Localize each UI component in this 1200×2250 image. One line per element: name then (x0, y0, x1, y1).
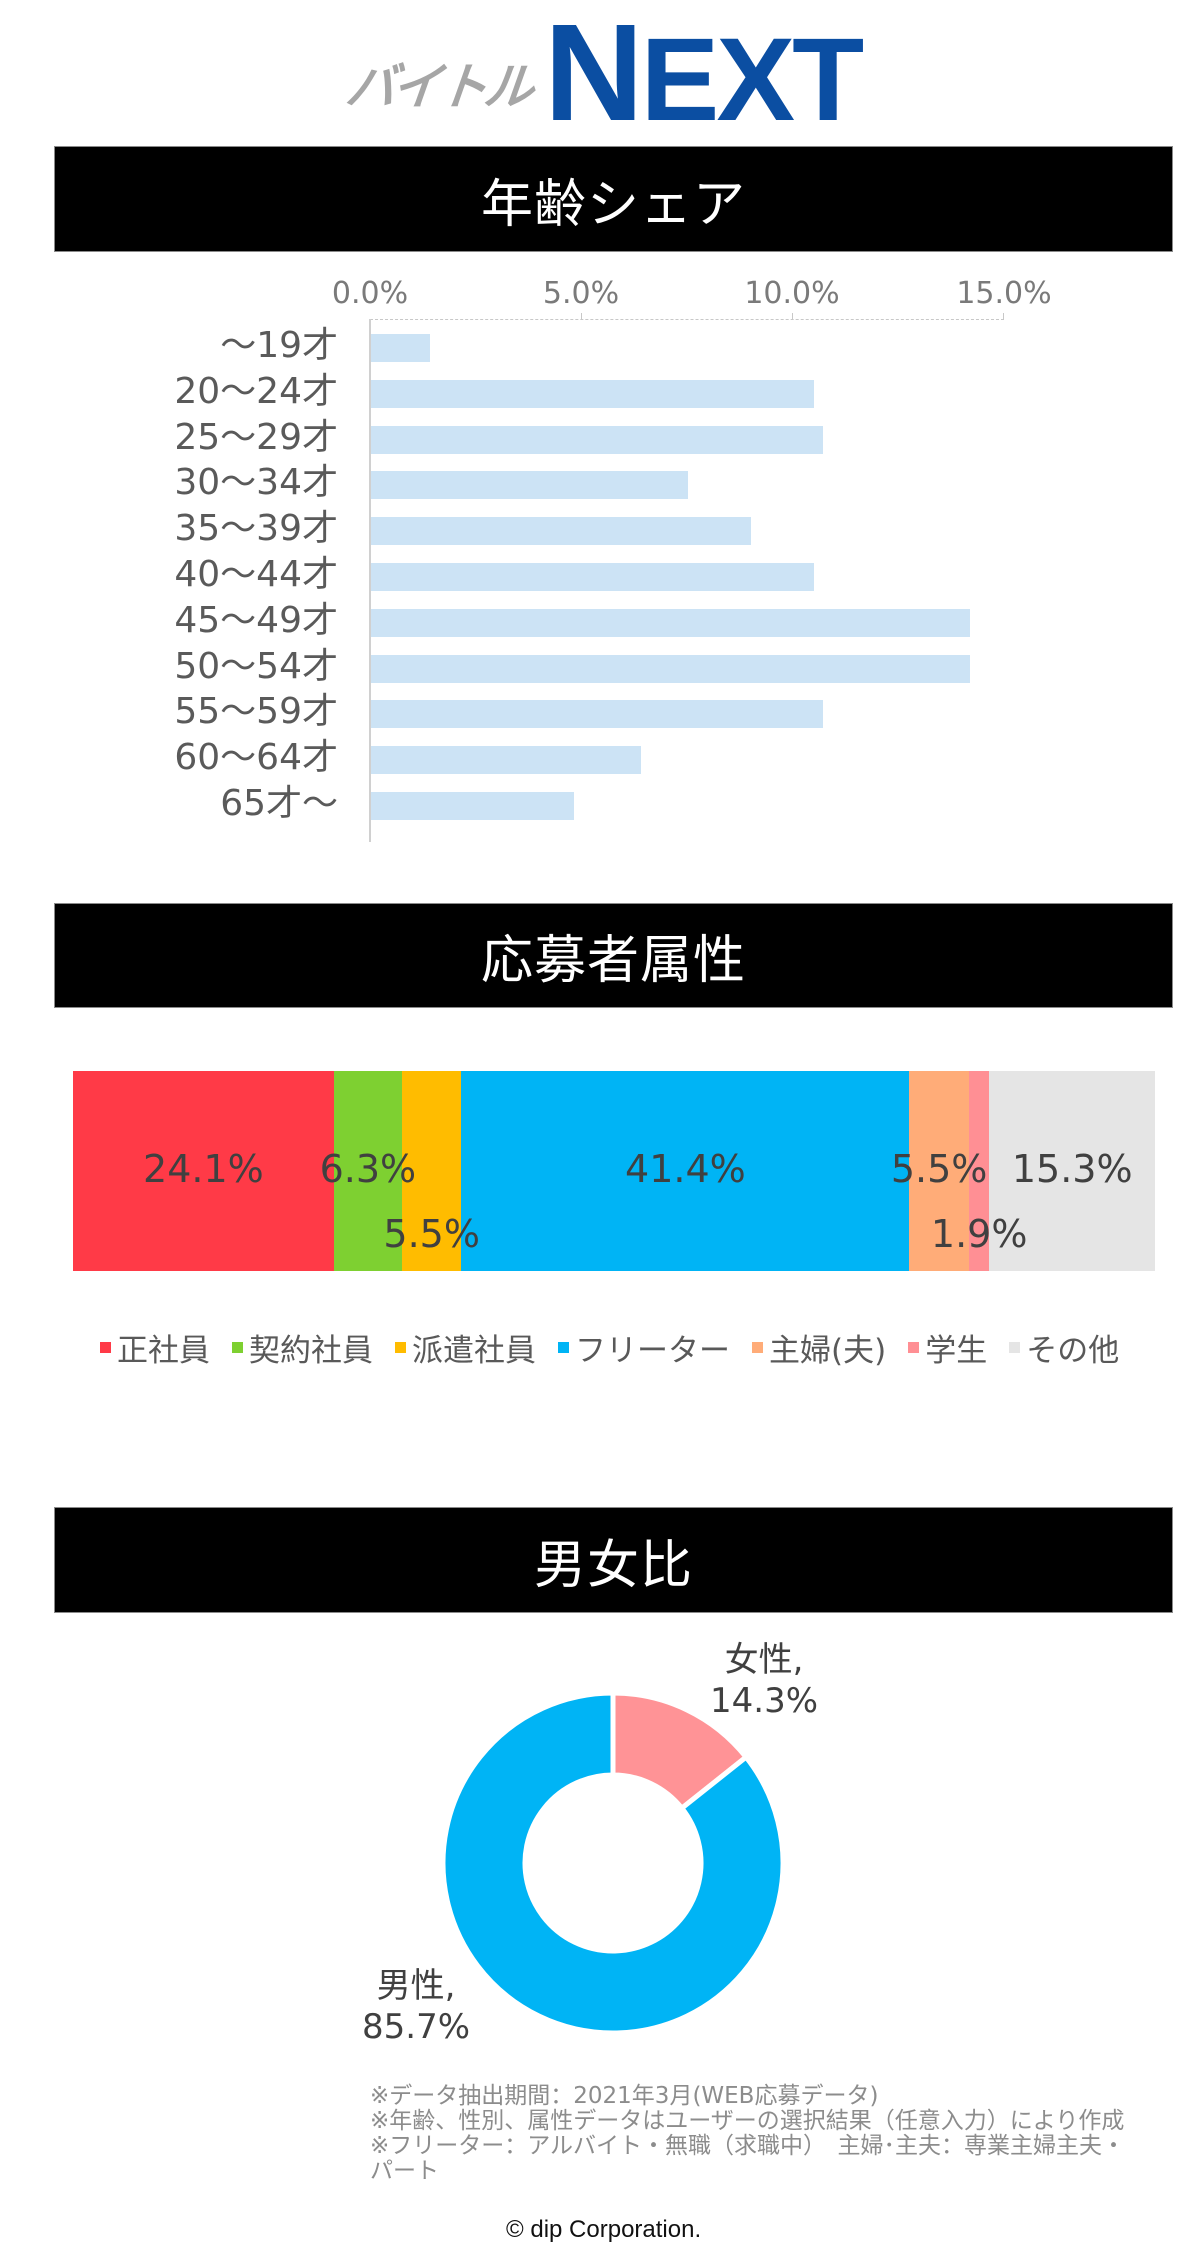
logo-brand-n: N (544, 0, 644, 150)
legend-swatch-icon (100, 1342, 111, 1353)
legend-label: 契約社員 (249, 1333, 373, 1369)
male-name: 男性, (376, 1966, 456, 2006)
legend-item: 契約社員 (232, 1325, 373, 1370)
stacked-bar (73, 1071, 1155, 1271)
segment-value-label: 5.5% (383, 1212, 480, 1256)
category-label: 30～34才 (174, 462, 338, 503)
legend-label: 正社員 (117, 1333, 210, 1369)
legend-item: 正社員 (100, 1325, 210, 1370)
legend-item: 派遣社員 (395, 1325, 536, 1370)
age-bar (371, 471, 688, 499)
section-title-age: 年齢シェア (480, 174, 746, 235)
axis-tick (1003, 313, 1004, 319)
segment-value-label: 15.3% (1011, 1147, 1133, 1191)
axis-tick-label: 10.0% (744, 276, 840, 311)
axis-tick (792, 313, 793, 319)
legend-label: 学生 (925, 1333, 988, 1369)
donut-label-female: 女性, 14.3% (710, 1640, 818, 1722)
footnote: ※フリーター：アルバイト・無職（求職中） 主婦･主夫：専業主婦主夫・パート (370, 2133, 1126, 2184)
segment-value-label: 1.9% (930, 1212, 1028, 1256)
section-banner-age: 年齢シェア (54, 146, 1173, 252)
age-bar (371, 426, 823, 454)
category-label: ～19才 (220, 325, 338, 366)
footnote: ※データ抽出期間：2021年3月(WEB応募データ) (370, 2083, 879, 2109)
category-label: 20～24才 (174, 371, 338, 412)
male-pct: 85.7% (362, 2006, 471, 2047)
section-title-gender: 男女比 (533, 1535, 693, 1596)
age-bar (371, 334, 430, 362)
female-pct: 14.3% (710, 1680, 819, 1721)
stacked-segment (968, 1071, 990, 1271)
stacked-segment (461, 1071, 910, 1271)
category-label: 60～64才 (174, 737, 338, 778)
category-label: 65才～ (220, 783, 338, 824)
axis-tick (581, 313, 582, 319)
legend-item: 主婦(夫) (752, 1325, 886, 1370)
stacked-segment (333, 1071, 402, 1271)
logo-prefix: バイトル (342, 58, 534, 116)
stacked-segment (401, 1071, 462, 1271)
legend-label: その他 (1026, 1333, 1120, 1369)
legend-swatch-icon (752, 1342, 763, 1353)
footnote: ※年齢、性別、属性データはユーザーの選択結果（任意入力）により作成 (370, 2108, 1125, 2134)
section-title-attributes: 応募者属性 (480, 931, 746, 991)
y-axis-line (369, 319, 371, 842)
stacked-segment (989, 1071, 1155, 1271)
legend-swatch-icon (232, 1342, 243, 1353)
female-name: 女性, (724, 1640, 804, 1680)
age-bar (371, 563, 814, 591)
category-label: 50～54才 (174, 646, 338, 687)
category-label: 35～39才 (174, 508, 338, 549)
legend-item: 学生 (908, 1325, 987, 1370)
age-bar (371, 746, 641, 774)
age-bar (371, 792, 574, 820)
stacked-segment (909, 1071, 969, 1271)
legend: 正社員 契約社員 派遣社員 フリーター 主婦(夫) 学生 その他 (100, 1325, 1141, 1370)
legend-swatch-icon (558, 1342, 569, 1353)
segment-value-label: 6.3% (319, 1147, 417, 1191)
age-bar (371, 609, 970, 637)
gender-donut-chart (440, 1690, 786, 2036)
legend-label: フリーター (575, 1333, 730, 1369)
category-label: 45～49才 (174, 600, 338, 641)
donut-slice (440, 1690, 786, 2036)
category-label: 25～29才 (174, 417, 338, 458)
category-label: 55～59才 (174, 691, 338, 732)
donut-label-male: 男性, 85.7% (362, 1966, 470, 2048)
segment-value-label: 5.5% (890, 1147, 988, 1191)
legend-label: 派遣社員 (412, 1333, 536, 1369)
age-bar (371, 517, 751, 545)
legend-item: フリーター (558, 1325, 730, 1370)
stacked-segment (73, 1071, 334, 1271)
logo-brand-rest: EXT (640, 14, 864, 146)
axis-tick-label: 0.0% (331, 276, 409, 311)
x-axis-line (370, 319, 1004, 320)
axis-tick-label: 15.0% (956, 276, 1052, 311)
section-banner-attributes: 応募者属性 (54, 903, 1173, 1008)
logo-brand: NEXT (544, 4, 864, 142)
legend-swatch-icon (908, 1342, 920, 1353)
age-bar (371, 655, 970, 683)
legend-item: その他 (1009, 1325, 1119, 1370)
axis-tick-label: 5.0% (542, 276, 620, 311)
copyright: © dip Corporation. (506, 2216, 702, 2243)
segment-value-label: 41.4% (625, 1147, 746, 1191)
age-bar (371, 700, 823, 728)
footnotes: ※データ抽出期間：2021年3月(WEB応募データ) ※年齢、性別、属性データは… (370, 2084, 1140, 2184)
legend-swatch-icon (1009, 1342, 1021, 1353)
age-bar (371, 380, 814, 408)
section-banner-gender: 男女比 (54, 1507, 1173, 1613)
category-label: 40～44才 (174, 554, 338, 595)
legend-swatch-icon (395, 1342, 406, 1353)
segment-value-label: 24.1% (143, 1147, 264, 1191)
legend-label: 主婦(夫) (769, 1333, 887, 1369)
